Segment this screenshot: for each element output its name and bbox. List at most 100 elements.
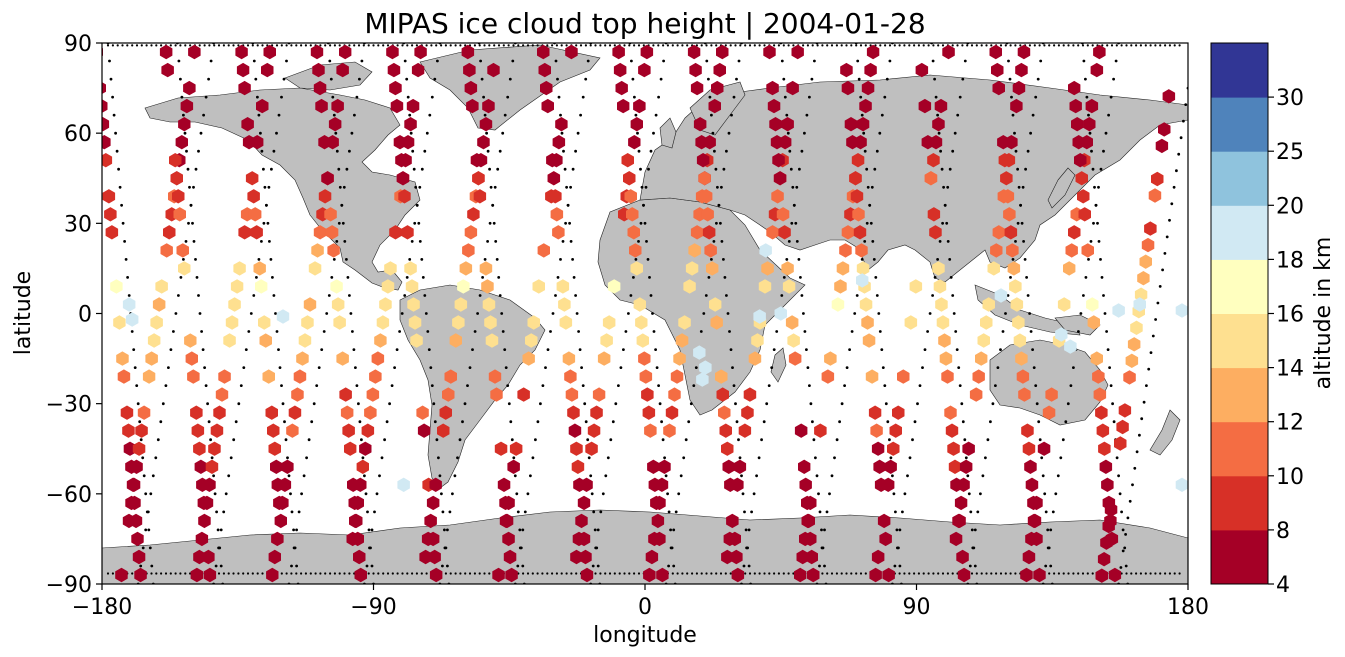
cloud-hexagon	[268, 441, 281, 456]
cloud-hexagon	[296, 351, 309, 366]
track-dot	[284, 438, 288, 442]
track-dot	[966, 44, 969, 47]
track-dot	[117, 167, 120, 171]
track-dot	[459, 44, 462, 47]
track-dot	[723, 276, 727, 279]
arctic-islands	[284, 61, 373, 91]
cloud-hexagon	[549, 189, 562, 204]
track-dot	[304, 44, 307, 47]
track-dot	[708, 95, 712, 99]
track-dot	[325, 312, 329, 315]
track-dot	[710, 113, 713, 117]
track-dot	[716, 185, 719, 189]
track-dot	[348, 294, 351, 297]
cloud-hexagon	[339, 387, 352, 402]
track-dot	[1036, 77, 1040, 81]
track-dot	[393, 366, 396, 369]
track-dot	[856, 59, 860, 63]
cloud-hexagon	[459, 261, 473, 276]
track-dot	[578, 348, 582, 351]
track-dot	[1105, 330, 1108, 333]
cloud-hexagon	[683, 279, 696, 294]
track-dot	[1046, 528, 1050, 532]
track-dot	[873, 167, 877, 171]
cloud-hexagon	[770, 135, 784, 150]
track-dot	[111, 95, 114, 99]
track-dot	[184, 44, 187, 47]
track-dot	[968, 564, 972, 568]
track-dot	[406, 572, 409, 575]
track-dot	[144, 528, 148, 532]
track-dot	[1067, 572, 1070, 575]
track-dot	[1084, 276, 1088, 279]
track-dot	[259, 131, 262, 135]
track-dot	[840, 402, 844, 406]
track-dot	[1112, 77, 1115, 81]
track-dot	[430, 95, 434, 99]
track-dot	[1054, 492, 1058, 496]
track-dot	[565, 44, 568, 47]
track-dot	[1120, 510, 1123, 514]
track-dot	[358, 420, 362, 424]
track-dot	[888, 438, 891, 442]
track-dot	[1090, 149, 1093, 153]
cloud-hexagon	[374, 333, 387, 348]
track-dot	[1004, 44, 1007, 47]
track-dot	[707, 77, 710, 81]
track-dot	[728, 330, 731, 333]
track-dot	[182, 258, 185, 261]
track-dot	[785, 258, 789, 261]
track-dot	[946, 240, 950, 243]
track-dot	[488, 44, 491, 47]
cloud-hexagon	[799, 531, 812, 547]
track-dot	[331, 95, 335, 99]
track-dot	[1077, 572, 1080, 575]
cloud-hexagon	[405, 279, 419, 294]
cloud-hexagon	[463, 62, 476, 78]
track-dot	[809, 402, 813, 406]
track-dot	[317, 366, 321, 369]
track-dot	[860, 113, 864, 117]
cloud-hexagon	[1102, 518, 1115, 534]
track-dot	[1011, 113, 1015, 117]
track-dot	[681, 44, 684, 47]
track-dot	[869, 221, 873, 225]
track-dot	[664, 474, 668, 478]
track-dot	[906, 474, 909, 478]
track-dot	[461, 420, 464, 424]
cloud-hexagon	[957, 567, 971, 583]
cloud-hexagon	[490, 387, 503, 402]
track-dot	[340, 203, 344, 207]
track-dot	[116, 44, 119, 47]
cloud-hexagon	[396, 171, 410, 186]
cloud-hexagon	[897, 369, 910, 384]
cloud-hexagon	[562, 351, 576, 366]
cloud-hexagon	[1018, 387, 1031, 402]
cloud-hexagon	[278, 477, 292, 492]
track-dot	[355, 95, 359, 99]
track-dot	[473, 44, 476, 47]
cloud-hexagon	[1012, 315, 1025, 330]
cloud-hexagon	[228, 297, 241, 312]
cloud-hexagon	[1083, 117, 1096, 132]
track-dot	[124, 258, 128, 261]
track-dot	[327, 294, 331, 297]
track-dot	[975, 572, 978, 575]
colorbar-tick-label: 10	[1276, 465, 1304, 490]
track-dot	[555, 572, 559, 575]
track-dot	[270, 167, 273, 171]
track-dot	[292, 528, 295, 532]
track-dot	[197, 149, 200, 153]
track-dot	[403, 294, 407, 297]
track-dot	[202, 113, 206, 117]
cloud-hexagon	[479, 117, 493, 132]
cloud-hexagon	[615, 80, 628, 96]
cloud-hexagon	[959, 459, 973, 474]
track-dot	[420, 572, 423, 575]
track-dot	[227, 572, 230, 575]
track-dot	[895, 528, 899, 532]
track-dot	[377, 572, 380, 575]
track-dot	[687, 420, 691, 424]
track-dot	[428, 113, 432, 117]
track-dot	[951, 572, 954, 575]
